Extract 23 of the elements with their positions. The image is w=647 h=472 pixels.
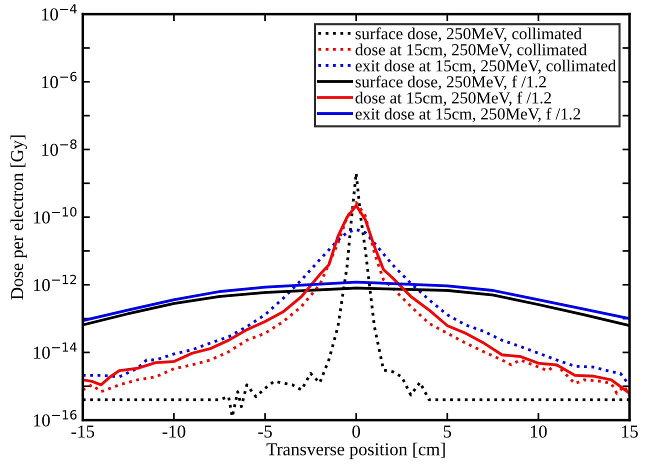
y-tick-label: 10$^{−8}$ [42,139,77,156]
x-tick-label: 5 [444,426,452,438]
legend-label: dose at 15cm, 250MeV, collimated [356,44,587,58]
line-series [82,228,630,387]
y-axis-title: Dose per electron [Gy] [10,135,27,300]
x-tick-label: -15 [71,426,94,438]
x-tick-label: 15 [622,426,638,438]
y-tick-label: 10$^{−6}$ [42,72,77,88]
legend-label: surface dose, 250MeV, f /1.2 [356,76,546,90]
y-tick-label: 10$^{−10}$ [34,207,77,224]
y-tick-label: 10$^{−4}$ [42,4,77,21]
legend-label: exit dose at 15cm, 250MeV, f /1.2 [356,108,580,122]
x-tick-label: 0 [352,425,360,438]
y-tick-label: 10$^{−12}$ [34,274,76,292]
y-tick-label: 10$^{−16}$ [34,410,77,426]
legend-label: exit dose at 15cm, 250MeV, collimated [356,60,616,74]
x-tick-label: 10 [530,425,547,438]
x-axis-title: Transverse position [cm] [266,442,445,460]
y-tick-label: 10$^{−14}$ [34,342,77,359]
x-tick-label: -10 [162,425,186,438]
legend-label: dose at 15cm, 250MeV, f /1.2 [356,92,551,106]
legend-label: surface dose, 250MeV, collimated [356,27,582,42]
x-tick-label: -5 [258,426,272,438]
